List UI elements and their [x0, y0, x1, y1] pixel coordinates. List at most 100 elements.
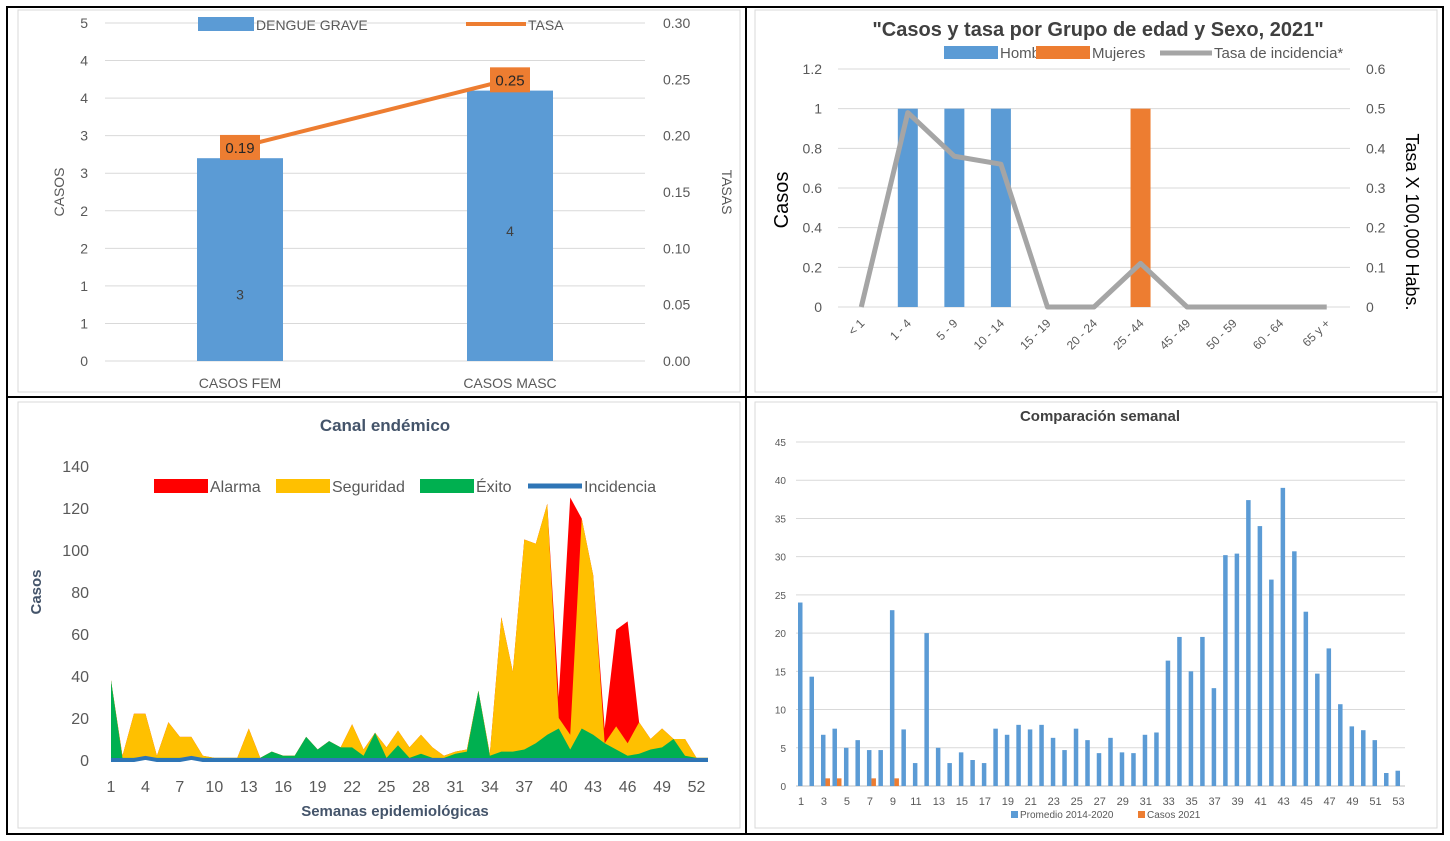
bar-promedio — [912, 763, 918, 786]
bar-promedio — [1280, 487, 1286, 786]
legend-swatch-exito — [420, 479, 474, 493]
tasa-data-label: 0.25 — [495, 72, 524, 89]
x-tick-label: 28 — [412, 779, 430, 796]
bar-promedio — [1246, 500, 1251, 786]
x-tick-label: 25 — [378, 779, 396, 796]
line-incidencia — [111, 755, 708, 762]
x-tick-label: 46 — [619, 779, 637, 796]
x-tick-label: 43 — [1277, 796, 1289, 808]
bar-promedio — [1361, 730, 1366, 786]
bar-promedio — [1269, 579, 1274, 786]
legend-swatch-casos-2021 — [1138, 811, 1145, 818]
y-tick-label: 35 — [775, 514, 787, 525]
bar-promedio — [1165, 660, 1171, 786]
x-tick-label: 53 — [1392, 796, 1404, 808]
bar-promedio — [1303, 611, 1309, 786]
y-tick-label: 2 — [80, 240, 88, 256]
y-tick-label: 2 — [80, 203, 88, 219]
bar-dengue-grave — [467, 90, 553, 361]
y-tick-label: 20 — [71, 711, 89, 728]
y-tick-label: 0.6 — [803, 180, 823, 196]
x-tick-label: 40 — [550, 779, 568, 796]
x-tick-label: 11 — [910, 796, 921, 808]
bar-promedio — [924, 633, 929, 786]
x-tick-label: 52 — [688, 779, 706, 796]
bar-promedio — [1004, 734, 1010, 786]
bar-promedio — [1200, 636, 1205, 786]
bar-promedio — [1073, 728, 1079, 786]
bar-promedio — [1027, 729, 1033, 786]
x-tick-label: 19 — [309, 779, 327, 796]
x-tick-label: 1 — [107, 779, 116, 796]
x-tick-label: 29 — [1117, 796, 1129, 808]
legend-label: TASA — [528, 17, 564, 33]
bar-promedio — [1372, 740, 1378, 786]
y2-tick-label: 0.10 — [663, 240, 690, 256]
x-tick-label: 7 — [175, 779, 184, 796]
y-tick-label: 0.2 — [803, 259, 823, 275]
bar-promedio — [1223, 555, 1228, 786]
bar-promedio — [1257, 526, 1263, 786]
x-tick-label: 22 — [343, 779, 361, 796]
y-tick-label: 1 — [80, 278, 88, 294]
bar-promedio — [1154, 732, 1159, 786]
x-tick-label: 3 — [821, 796, 827, 808]
y2-tick-label: 0.5 — [1366, 101, 1386, 117]
chart-title: "Casos y tasa por Grupo de edad y Sexo, … — [872, 19, 1323, 41]
x-tick-label: CASOS MASC — [463, 375, 556, 391]
legend-label: Promedio 2014-2020 — [1020, 810, 1114, 821]
x-tick-label: 5 — [844, 796, 850, 808]
x-tick-label: 41 — [1254, 796, 1266, 808]
bar-mujeres — [1130, 108, 1151, 308]
y2-axis-title: Tasa X 100,000 Habs. — [1402, 133, 1422, 310]
bar-promedio — [1384, 773, 1389, 786]
y-tick-label: 120 — [62, 501, 89, 518]
bar-promedio — [798, 602, 803, 786]
x-tick-label: 1 — [798, 796, 804, 808]
bar-promedio — [820, 734, 826, 786]
bar-promedio — [1119, 752, 1125, 786]
y2-tick-label: 0.20 — [663, 128, 690, 144]
legend-swatch-seguridad — [276, 479, 330, 493]
bar-data-label: 3 — [236, 287, 244, 303]
bar-hombres — [897, 108, 918, 308]
x-tick-label: 23 — [1048, 796, 1060, 808]
area-seguridad — [111, 503, 708, 760]
bar-promedio — [970, 760, 975, 786]
y-tick-label: 4 — [80, 53, 88, 69]
x-tick-label: 47 — [1323, 796, 1335, 808]
y-tick-label: 5 — [780, 744, 786, 755]
y-tick-label: 15 — [775, 667, 787, 678]
table-border-center — [745, 6, 747, 835]
y2-tick-label: 0.4 — [1366, 140, 1386, 156]
y-tick-label: 1 — [814, 101, 822, 117]
x-tick-label: 45 — [1300, 796, 1312, 808]
y2-tick-label: 0.00 — [663, 353, 690, 369]
bar-promedio — [1292, 551, 1297, 786]
chart-frame — [17, 401, 741, 829]
x-tick-label: 19 — [1002, 796, 1014, 808]
y2-axis-title: TASAS — [719, 170, 735, 215]
chart-frame — [17, 9, 741, 393]
bar-promedio — [1338, 704, 1343, 786]
bar-promedio — [1050, 737, 1056, 786]
bar-promedio — [1085, 740, 1090, 786]
bar-casos-2021 — [825, 778, 830, 786]
y-tick-label: 80 — [71, 585, 89, 602]
x-tick-label: CASOS FEM — [199, 375, 281, 391]
chart-title: Canal endémico — [320, 416, 450, 435]
y-tick-label: 45 — [775, 438, 787, 449]
tasa-data-label: 0.19 — [225, 140, 254, 157]
bar-promedio — [1326, 648, 1332, 786]
x-tick-label: 49 — [1346, 796, 1358, 808]
table-border-left — [6, 6, 8, 835]
y2-tick-label: 0.3 — [1366, 180, 1386, 196]
y-tick-label: 20 — [775, 629, 787, 640]
y-tick-label: 0 — [80, 753, 89, 770]
x-tick-label: 43 — [584, 779, 602, 796]
x-tick-label: 35 — [1186, 796, 1198, 808]
line-tasa-incidencia — [858, 110, 1327, 310]
y-tick-label: 30 — [775, 553, 787, 564]
